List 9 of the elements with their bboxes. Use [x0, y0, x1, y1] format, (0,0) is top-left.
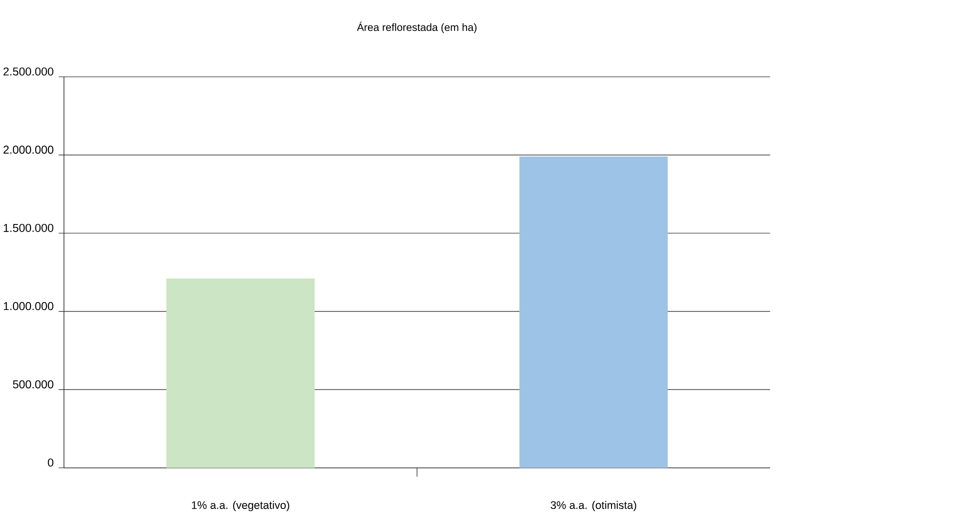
x-tick-label: 1% a.a. (vegetativo): [192, 501, 290, 512]
y-tick-label: 0: [48, 458, 54, 467]
y-tick-label: 2.500.000: [4, 68, 54, 76]
y-tick-label: 2.000.000: [4, 146, 54, 154]
x-tick-label: 3% a.a. (otimista): [550, 501, 636, 512]
chart-title: Área reflorestada (em ha): [356, 22, 476, 34]
y-tick-label: 1.000.000: [4, 302, 54, 310]
y-tick-label: 500.000: [12, 380, 54, 389]
y-tick-label: 1.500.000: [4, 224, 54, 232]
